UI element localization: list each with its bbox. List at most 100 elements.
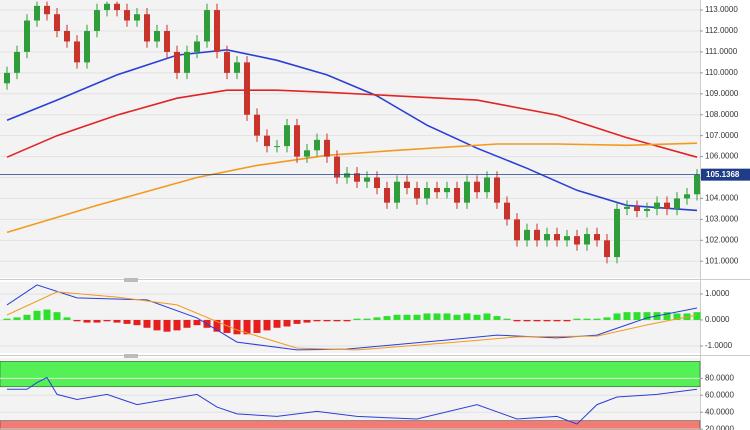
y-tick-label: 111.0000 <box>705 47 738 56</box>
candle-body <box>204 10 210 42</box>
macd-bar <box>643 312 651 320</box>
macd-bar <box>23 314 31 320</box>
macd-bar <box>613 313 621 320</box>
y-tick-label: 110.0000 <box>705 68 738 77</box>
macd-bar <box>173 319 181 331</box>
candle-body <box>464 181 470 203</box>
macd-bar <box>303 319 311 323</box>
macd-bar <box>383 316 391 320</box>
y-tick-label: 107.0000 <box>705 131 739 140</box>
candle-body <box>604 240 610 258</box>
candle-body <box>544 234 550 241</box>
y-tick-label: 20.0000 <box>705 424 734 430</box>
macd-bar <box>123 319 131 324</box>
macd-bar <box>313 319 321 322</box>
last-price-tag <box>701 168 750 181</box>
candle-body <box>374 177 380 188</box>
indicator-line <box>6 284 698 351</box>
candle-body <box>194 41 200 52</box>
macd-bar <box>673 313 681 320</box>
macd-bar <box>153 319 161 331</box>
candle-body <box>484 177 490 193</box>
macd-bar <box>143 319 151 328</box>
macd-bar <box>393 314 401 320</box>
candle-body <box>504 202 510 220</box>
candle-body <box>264 135 270 147</box>
candle-body <box>144 14 150 42</box>
candle-body <box>244 62 250 115</box>
candle-body <box>224 51 230 73</box>
macd-bar <box>293 319 301 324</box>
candle-body <box>314 139 320 151</box>
y-tick-label: 108.0000 <box>705 110 739 119</box>
candle-body <box>644 208 650 212</box>
y-tick-label: 109.0000 <box>705 89 739 98</box>
macd-bar <box>253 319 261 333</box>
indicator-line <box>6 142 698 234</box>
candle-body <box>254 114 260 136</box>
candle-body <box>134 14 140 21</box>
candle-body <box>104 3 110 11</box>
candle-body <box>284 125 290 147</box>
macd-bar <box>333 319 341 322</box>
candle-body <box>84 30 90 63</box>
macd-bar <box>113 319 121 323</box>
y-tick-label: 80.0000 <box>705 373 734 382</box>
macd-bar <box>323 319 331 322</box>
resize-handle[interactable] <box>124 278 138 282</box>
candle-body <box>434 187 440 193</box>
candle-body <box>174 51 180 73</box>
candle-body <box>574 236 580 245</box>
macd-bar <box>513 319 521 322</box>
rsi-band <box>0 420 701 430</box>
macd-bar <box>193 319 201 326</box>
macd-bar <box>473 314 481 320</box>
candle-body <box>414 187 420 199</box>
macd-bar <box>273 319 281 328</box>
y-tick-label: -1.0000 <box>705 341 733 350</box>
candle-body <box>94 10 100 31</box>
candle-body <box>654 202 660 209</box>
macd-bar <box>83 319 91 323</box>
y-tick-label: 102.0000 <box>705 235 739 244</box>
candle-body <box>334 156 340 178</box>
rsi-band <box>0 361 701 388</box>
candle-body <box>634 206 640 212</box>
macd-bar <box>183 319 191 328</box>
candle-body <box>364 177 370 182</box>
macd-bar <box>243 319 251 335</box>
resize-handle[interactable] <box>124 354 138 358</box>
y-tick-label: 104.0000 <box>705 194 739 203</box>
macd-bar <box>233 319 241 335</box>
y-tick-label: 1.0000 <box>705 289 730 298</box>
indicator-line <box>7 376 698 425</box>
candle-body <box>384 187 390 203</box>
candle-body <box>684 194 690 199</box>
macd-bar <box>573 318 581 320</box>
macd-bar <box>13 317 21 320</box>
macd-bar <box>663 312 671 320</box>
y-tick-label: 40.0000 <box>705 407 734 416</box>
macd-bar <box>553 319 561 322</box>
y-tick-label: 0.0000 <box>705 315 730 324</box>
candle-body <box>74 41 80 63</box>
macd-bar <box>443 313 451 320</box>
macd-bar <box>103 319 111 322</box>
macd-bar <box>283 319 291 327</box>
candle-body <box>164 30 170 52</box>
macd-bar <box>423 313 431 320</box>
candle-body <box>14 51 20 73</box>
macd-bar <box>623 312 631 320</box>
y-tick-label: 106.0000 <box>705 152 739 161</box>
macd-bar <box>453 314 461 320</box>
candle-body <box>154 30 160 42</box>
y-tick-label: 101.0000 <box>705 256 739 265</box>
price-panel <box>0 0 700 278</box>
macd-bar <box>33 310 41 320</box>
macd-bar <box>523 319 531 322</box>
macd-bar <box>413 314 421 320</box>
macd-bar <box>563 319 571 322</box>
macd-bar <box>583 318 591 320</box>
macd-bar <box>63 317 71 320</box>
